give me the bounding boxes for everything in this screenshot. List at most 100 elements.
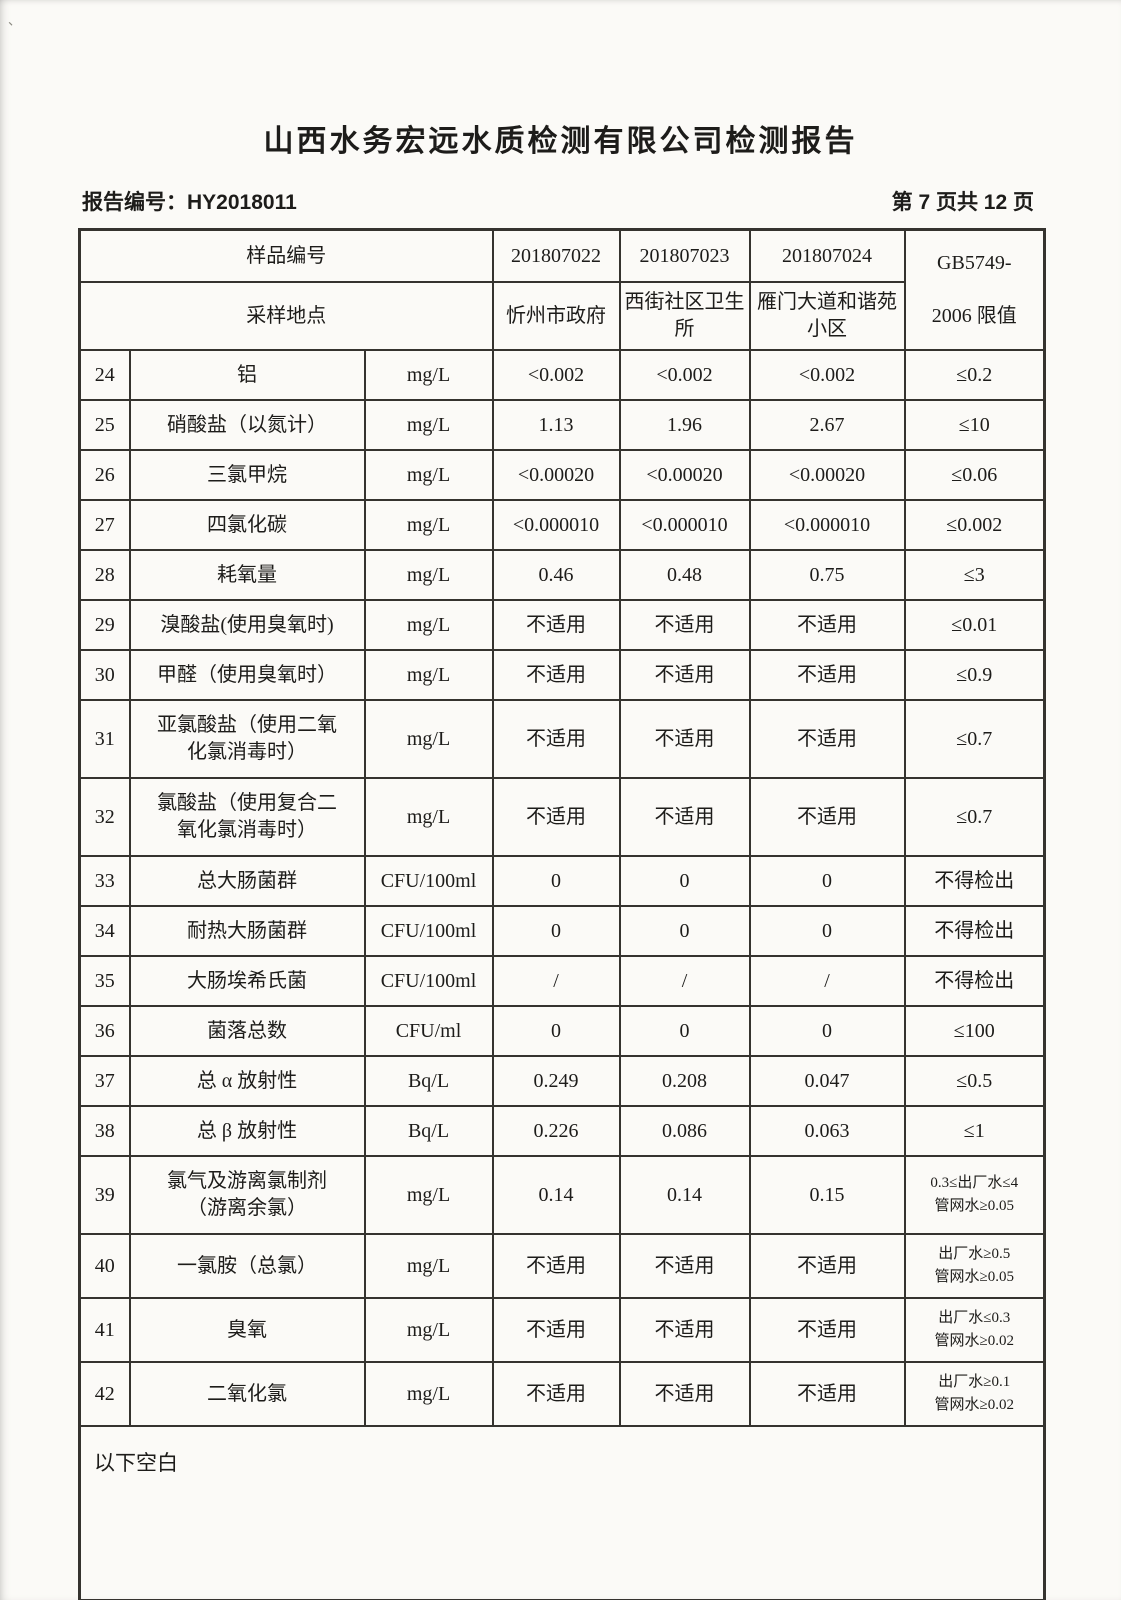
limit-value: 不得检出 [903,955,1046,1007]
sample2-value: 不适用 [618,1233,751,1299]
unit-value: CFU/100ml [363,905,494,957]
sample3-value: 不适用 [748,649,906,701]
sample2-value: 0.208 [618,1055,751,1107]
unit-value: mg/L [363,1155,494,1235]
blank-note: 以下空白 [78,1425,1046,1600]
location-1: 忻州市政府 [491,281,621,351]
row-number: 30 [78,649,131,701]
sample3-value: 0 [748,1005,906,1057]
limit-value: ≤0.01 [903,599,1046,651]
parameter-name: 臭氧 [128,1297,366,1363]
parameter-name: 总 β 放射性 [128,1105,366,1157]
sample2-value: 0.14 [618,1155,751,1235]
table-row: 32 氯酸盐（使用复合二 氧化氯消毒时） mg/L 不适用 不适用 不适用 ≤0… [78,777,1046,857]
blank-footer-row: 以下空白 [78,1425,1046,1600]
sample1-value: 0 [491,1005,621,1057]
parameter-name: 溴酸盐(使用臭氧时) [128,599,366,651]
results-table: 样品编号 201807022 201807023 201807024 GB574… [78,228,1047,1600]
page-number: 第 7 页共 12 页 [891,191,1034,214]
sample2-value: 不适用 [618,649,751,701]
sample2-value: 0.48 [618,549,751,601]
sample1-value: 0.226 [491,1105,621,1157]
parameter-name: 耐热大肠菌群 [128,905,366,957]
location-2: 西街社区卫生所 [618,281,751,351]
report-number: 报告编号：HY2018011 [82,191,297,214]
location-3: 雁门大道和谐苑小区 [748,281,906,351]
parameter-name: 总大肠菌群 [128,855,366,907]
table-row: 34 耐热大肠菌群 CFU/100ml 0 0 0 不得检出 [78,905,1046,957]
sample2-value: 0 [618,855,751,907]
row-number: 28 [78,549,131,601]
sample1-value: 不适用 [491,699,621,779]
sample3-value: 0 [748,905,906,957]
unit-value: CFU/100ml [363,955,494,1007]
limit-value: ≤0.2 [903,349,1046,401]
table-row: 33 总大肠菌群 CFU/100ml 0 0 0 不得检出 [78,855,1046,907]
table-row: 37 总 α 放射性 Bq/L 0.249 0.208 0.047 ≤0.5 [78,1055,1046,1107]
sample3-value: <0.002 [748,349,906,401]
table-row: 24 铝 mg/L <0.002 <0.002 <0.002 ≤0.2 [78,349,1046,401]
parameter-name: 硝酸盐（以氮计） [128,399,366,451]
limit-value: ≤0.002 [903,499,1046,551]
sample3-value: 不适用 [748,777,906,857]
sample2-value: / [618,955,751,1007]
sample1-value: 不适用 [491,1297,621,1363]
sample1-value: 不适用 [491,599,621,651]
sample3-value: 0.063 [748,1105,906,1157]
row-number: 26 [78,449,131,501]
sample3-value: 不适用 [748,1361,906,1427]
sample3-value: 0 [748,855,906,907]
table-row: 25 硝酸盐（以氮计） mg/L 1.13 1.96 2.67 ≤10 [78,399,1046,451]
sample3-value: 0.15 [748,1155,906,1235]
row-number: 38 [78,1105,131,1157]
unit-value: mg/L [363,1361,494,1427]
sample2-value: 0.086 [618,1105,751,1157]
sample2-value: 不适用 [618,777,751,857]
table-row: 38 总 β 放射性 Bq/L 0.226 0.086 0.063 ≤1 [78,1105,1046,1157]
limit-value: 出厂水≥0.5 管网水≥0.05 [903,1233,1046,1299]
limit-value: 出厂水≤0.3 管网水≥0.02 [903,1297,1046,1363]
limit-value: 不得检出 [903,855,1046,907]
sample3-value: 2.67 [748,399,906,451]
sample3-value: 0.047 [748,1055,906,1107]
parameter-name: 氯气及游离氯制剂 （游离余氯） [128,1155,366,1235]
unit-value: mg/L [363,699,494,779]
limit-value: ≤3 [903,549,1046,601]
unit-value: CFU/100ml [363,855,494,907]
table-row: 39 氯气及游离氯制剂 （游离余氯） mg/L 0.14 0.14 0.15 0… [78,1155,1046,1235]
row-number: 33 [78,855,131,907]
table-row: 42 二氧化氯 mg/L 不适用 不适用 不适用 出厂水≥0.1 管网水≥0.0… [78,1361,1046,1427]
unit-value: mg/L [363,399,494,451]
parameter-name: 大肠埃希氏菌 [128,955,366,1007]
table-row: 27 四氯化碳 mg/L <0.000010 <0.000010 <0.0000… [78,499,1046,551]
limit-value: ≤0.7 [903,699,1046,779]
parameter-name: 菌落总数 [128,1005,366,1057]
table-body: 24 铝 mg/L <0.002 <0.002 <0.002 ≤0.2 25 硝… [78,349,1046,1427]
table-row: 40 一氯胺（总氯） mg/L 不适用 不适用 不适用 出厂水≥0.5 管网水≥… [78,1233,1046,1299]
limit-value: ≤10 [903,399,1046,451]
limit-value: ≤1 [903,1105,1046,1157]
limit-value: 出厂水≥0.1 管网水≥0.02 [903,1361,1046,1427]
unit-value: mg/L [363,777,494,857]
parameter-name: 铝 [128,349,366,401]
limit-value: ≤0.7 [903,777,1046,857]
unit-value: mg/L [363,649,494,701]
sample2-value: 不适用 [618,599,751,651]
sample-id-label: 样品编号 [78,228,494,283]
table-row: 36 菌落总数 CFU/ml 0 0 0 ≤100 [78,1005,1046,1057]
sample2-value: 0 [618,905,751,957]
sample1-value: 0.249 [491,1055,621,1107]
parameter-name: 耗氧量 [128,549,366,601]
table-row: 26 三氯甲烷 mg/L <0.00020 <0.00020 <0.00020 … [78,449,1046,501]
sample1-value: 不适用 [491,649,621,701]
header-row-location: 采样地点 忻州市政府 西街社区卫生所 雁门大道和谐苑小区 [78,281,1045,351]
sample1-value: 不适用 [491,1361,621,1427]
sample1-value: 0 [491,905,621,957]
table-row: 28 耗氧量 mg/L 0.46 0.48 0.75 ≤3 [78,549,1046,601]
unit-value: mg/L [363,349,494,401]
sample1-value: / [491,955,621,1007]
sample2-value: 不适用 [618,699,751,779]
sample1-value: 0.14 [491,1155,621,1235]
table-row: 31 亚氯酸盐（使用二氧 化氯消毒时） mg/L 不适用 不适用 不适用 ≤0.… [78,699,1046,779]
